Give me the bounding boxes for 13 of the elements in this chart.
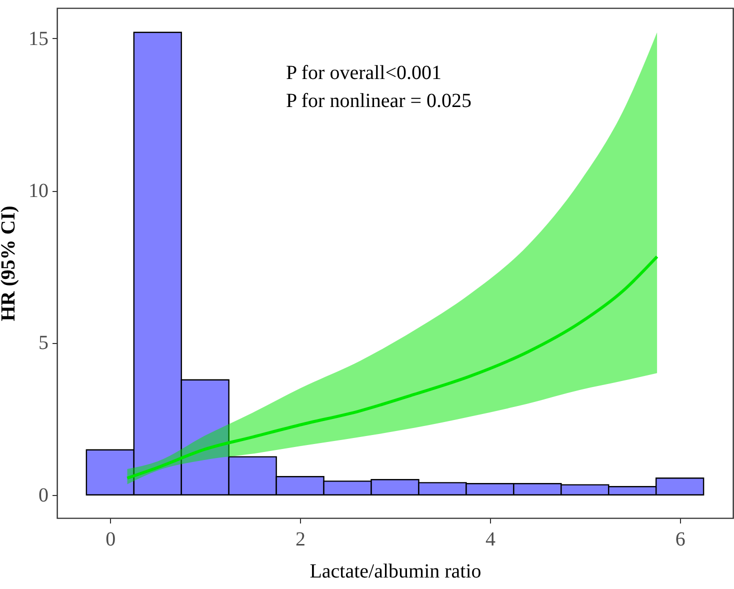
x-tick-label: 0 (106, 528, 116, 550)
x-axis-title: Lactate/albumin ratio (310, 560, 482, 582)
y-tick-label: 5 (38, 332, 48, 354)
y-axis-title: HR (95% CI) (0, 206, 20, 322)
y-tick-label: 15 (28, 28, 48, 50)
x-tick-label: 2 (296, 528, 306, 550)
y-tick-label: 0 (38, 484, 48, 506)
x-tick-label: 6 (675, 528, 686, 550)
annotation: P for nonlinear = 0.025 (286, 90, 472, 112)
x-tick-label: 4 (485, 528, 496, 550)
annotation: P for overall<0.001 (286, 62, 442, 84)
y-tick-label: 10 (28, 180, 48, 202)
line-series (126, 255, 659, 480)
